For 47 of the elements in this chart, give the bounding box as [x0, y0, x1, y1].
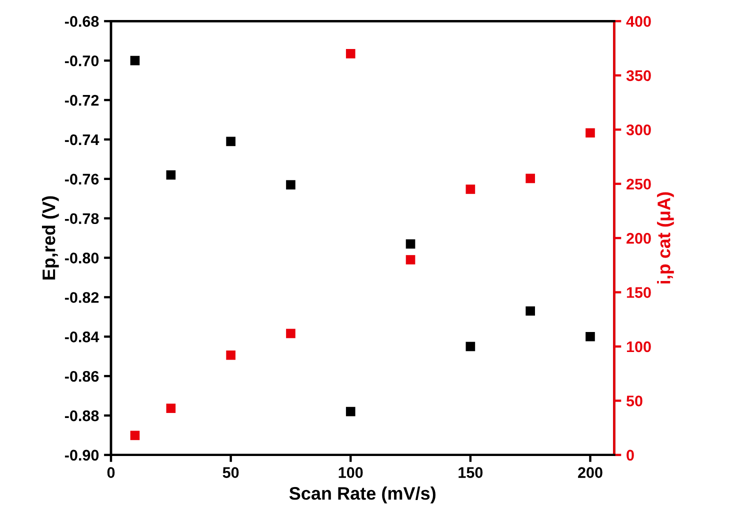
- x-tick-label: 0: [107, 467, 115, 478]
- y2-tick-label: 50: [626, 396, 642, 406]
- y2-tick-label: 350: [626, 70, 651, 82]
- y2-tick-label: 0: [626, 450, 634, 461]
- y2-tick-label: 100: [626, 341, 651, 352]
- x-tick-label: 200: [578, 467, 602, 478]
- y-tick-label: -0.84: [64, 332, 100, 342]
- point: [166, 170, 176, 180]
- point: [406, 255, 416, 264]
- y-tick-label: -0.86: [64, 370, 99, 382]
- y2-tick-label: 400: [626, 16, 651, 27]
- point: [130, 56, 140, 66]
- point: [526, 174, 535, 184]
- point: [346, 406, 356, 416]
- x-tick-label: 150: [458, 467, 483, 478]
- point: [466, 342, 476, 352]
- y2-tick-label: 150: [626, 287, 651, 298]
- y-tick-label: -0.70: [64, 55, 99, 66]
- y-tick-label: -0.80: [64, 252, 99, 264]
- x-tick-label: 50: [222, 467, 239, 478]
- y2-axis-title: i,p cat (μA): [657, 192, 674, 284]
- y-tick-label: -0.76: [64, 174, 99, 185]
- y-tick-label: -0.82: [64, 292, 99, 303]
- point: [466, 184, 476, 194]
- y-tick-label: -0.90: [64, 450, 99, 461]
- point: [166, 404, 176, 413]
- point: [286, 180, 296, 190]
- x-tick-label: 100: [338, 467, 363, 478]
- y2-tick-label: 250: [626, 178, 651, 190]
- point: [526, 306, 535, 316]
- y-tick-label: -0.68: [64, 16, 99, 27]
- y-tick-label: -0.88: [64, 410, 99, 422]
- point: [226, 136, 236, 146]
- y-axis-title: Ep,red (V): [42, 196, 59, 280]
- y-tick-label: -0.74: [64, 134, 100, 146]
- point: [586, 128, 595, 138]
- y-tick-label: -0.72: [64, 94, 99, 106]
- point: [346, 49, 356, 58]
- point: [286, 328, 296, 338]
- x-axis-title: Scan Rate (mV/s): [289, 486, 436, 504]
- y2-tick-label: 200: [626, 232, 651, 244]
- point: [226, 350, 236, 360]
- point: [406, 239, 416, 249]
- y2-tick-label: 300: [626, 124, 651, 136]
- y-tick-label: -0.78: [64, 213, 99, 224]
- point: [586, 332, 595, 342]
- point: [130, 430, 140, 440]
